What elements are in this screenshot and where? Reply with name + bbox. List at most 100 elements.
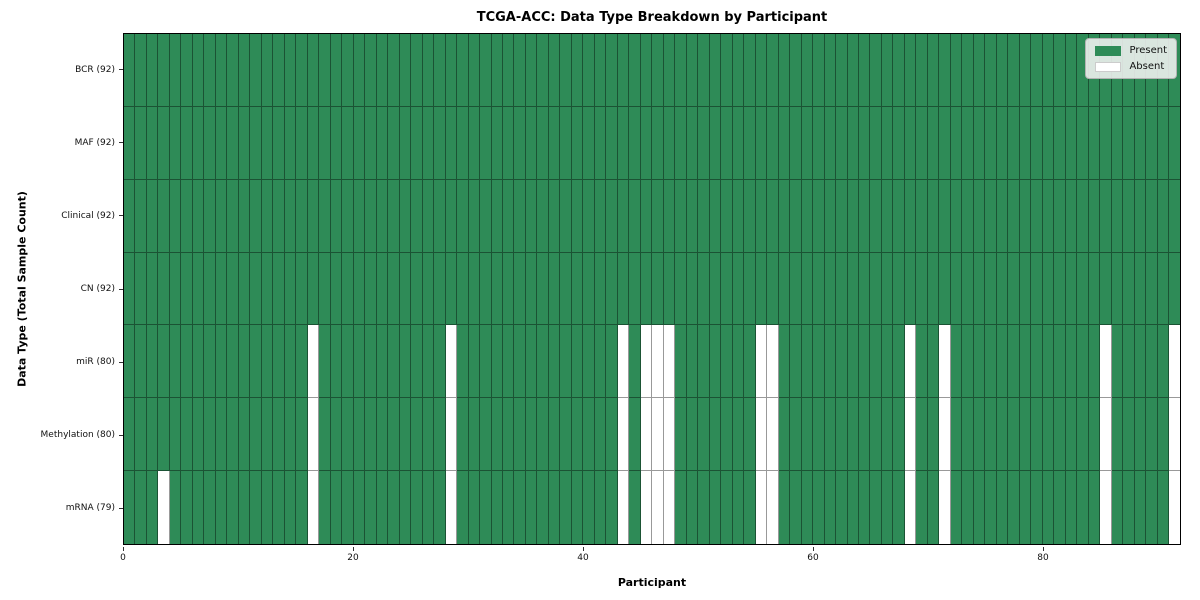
heatmap-cell bbox=[778, 252, 791, 326]
heatmap-cell bbox=[158, 471, 170, 545]
heatmap-cell bbox=[859, 34, 871, 107]
heatmap-cell bbox=[250, 34, 262, 107]
heatmap-cell bbox=[330, 179, 343, 253]
heatmap-cell bbox=[491, 179, 503, 253]
heatmap-cell bbox=[1054, 398, 1066, 472]
heatmap-cell bbox=[583, 398, 595, 472]
heatmap-cell bbox=[640, 325, 653, 399]
heatmap-cell bbox=[445, 398, 458, 472]
legend-entry-present: Present bbox=[1095, 45, 1167, 56]
heatmap-cell bbox=[514, 325, 526, 399]
heatmap-cell bbox=[732, 252, 745, 326]
heatmap-cell bbox=[847, 252, 859, 326]
heatmap-cell bbox=[514, 179, 526, 253]
heatmap-cell bbox=[1146, 106, 1158, 180]
heatmap-cell bbox=[996, 325, 1009, 399]
heatmap-cell bbox=[480, 106, 492, 180]
heatmap-cell bbox=[468, 398, 481, 472]
legend: Present Absent bbox=[1085, 38, 1177, 79]
heatmap-cell bbox=[445, 34, 458, 107]
heatmap-cell bbox=[457, 471, 469, 545]
heatmap-cell bbox=[813, 398, 825, 472]
heatmap-cell bbox=[801, 325, 814, 399]
heatmap-cell bbox=[859, 471, 871, 545]
present-swatch-icon bbox=[1095, 45, 1122, 56]
heatmap-cell bbox=[514, 34, 526, 107]
heatmap-cell bbox=[732, 106, 745, 180]
heatmap-cell bbox=[985, 179, 997, 253]
heatmap-cell bbox=[135, 179, 147, 253]
heatmap-cell bbox=[836, 325, 848, 399]
heatmap-cell bbox=[904, 179, 917, 253]
heatmap-cell bbox=[675, 252, 687, 326]
heatmap-cell bbox=[836, 106, 848, 180]
heatmap-cell bbox=[514, 471, 526, 545]
heatmap-cell bbox=[124, 398, 136, 472]
heatmap-cell bbox=[353, 34, 366, 107]
heatmap-cell bbox=[1111, 471, 1124, 545]
heatmap-cell bbox=[847, 106, 859, 180]
heatmap-cell bbox=[939, 106, 951, 180]
heatmap-cell bbox=[594, 106, 607, 180]
heatmap-cell bbox=[606, 252, 618, 326]
heatmap-cell bbox=[434, 34, 446, 107]
heatmap-cell bbox=[824, 471, 837, 545]
heatmap-cell bbox=[927, 34, 940, 107]
heatmap-cell bbox=[790, 252, 802, 326]
heatmap-cell bbox=[1019, 34, 1032, 107]
heatmap-cell bbox=[973, 34, 986, 107]
heatmap-cell bbox=[583, 252, 595, 326]
heatmap-cell bbox=[767, 252, 779, 326]
heatmap-cell bbox=[652, 398, 664, 472]
heatmap-cell bbox=[927, 179, 940, 253]
heatmap-cell bbox=[1134, 252, 1147, 326]
heatmap-cell bbox=[284, 325, 297, 399]
heatmap-cell bbox=[709, 179, 722, 253]
heatmap-cell bbox=[824, 252, 837, 326]
heatmap-cell bbox=[801, 179, 814, 253]
heatmap-cell bbox=[801, 471, 814, 545]
heatmap-cell bbox=[181, 179, 193, 253]
heatmap-cell bbox=[1123, 398, 1135, 472]
heatmap-row-mRNA bbox=[124, 471, 1180, 545]
heatmap-cell bbox=[284, 179, 297, 253]
heatmap-cell bbox=[388, 252, 400, 326]
heatmap-cell bbox=[1146, 471, 1158, 545]
heatmap-cell bbox=[192, 471, 205, 545]
heatmap-cell bbox=[859, 106, 871, 180]
heatmap-cell bbox=[778, 471, 791, 545]
heatmap-cell bbox=[744, 179, 756, 253]
heatmap-cell bbox=[365, 179, 377, 253]
heatmap-cell bbox=[342, 252, 354, 326]
heatmap-cell bbox=[491, 471, 503, 545]
heatmap-cell bbox=[1065, 106, 1078, 180]
heatmap-cell bbox=[698, 106, 710, 180]
absent-swatch-icon bbox=[1095, 61, 1122, 72]
x-tick-label-80: 80 bbox=[1037, 553, 1049, 563]
heatmap-cell bbox=[330, 325, 343, 399]
heatmap-cell bbox=[468, 106, 481, 180]
heatmap-cell bbox=[767, 106, 779, 180]
heatmap-cell bbox=[514, 398, 526, 472]
heatmap-cell bbox=[215, 106, 228, 180]
heatmap-cell bbox=[1111, 398, 1124, 472]
heatmap-cell bbox=[1019, 398, 1032, 472]
heatmap-cell bbox=[537, 398, 549, 472]
heatmap-cell bbox=[904, 325, 917, 399]
heatmap-cell bbox=[675, 179, 687, 253]
heatmap-cell bbox=[652, 252, 664, 326]
heatmap-cell bbox=[1019, 252, 1032, 326]
heatmap-cell bbox=[502, 106, 515, 180]
heatmap-cell bbox=[353, 252, 366, 326]
heatmap-cell bbox=[204, 398, 216, 472]
heatmap-cell bbox=[675, 106, 687, 180]
heatmap-cell bbox=[617, 179, 630, 253]
heatmap-cell bbox=[973, 398, 986, 472]
heatmap-cell bbox=[388, 325, 400, 399]
heatmap-cell bbox=[468, 34, 481, 107]
heatmap-cell bbox=[1169, 252, 1180, 326]
x-axis-label: Participant bbox=[617, 576, 687, 589]
heatmap-cell bbox=[215, 34, 228, 107]
heatmap-cell bbox=[457, 398, 469, 472]
heatmap-cell bbox=[801, 252, 814, 326]
